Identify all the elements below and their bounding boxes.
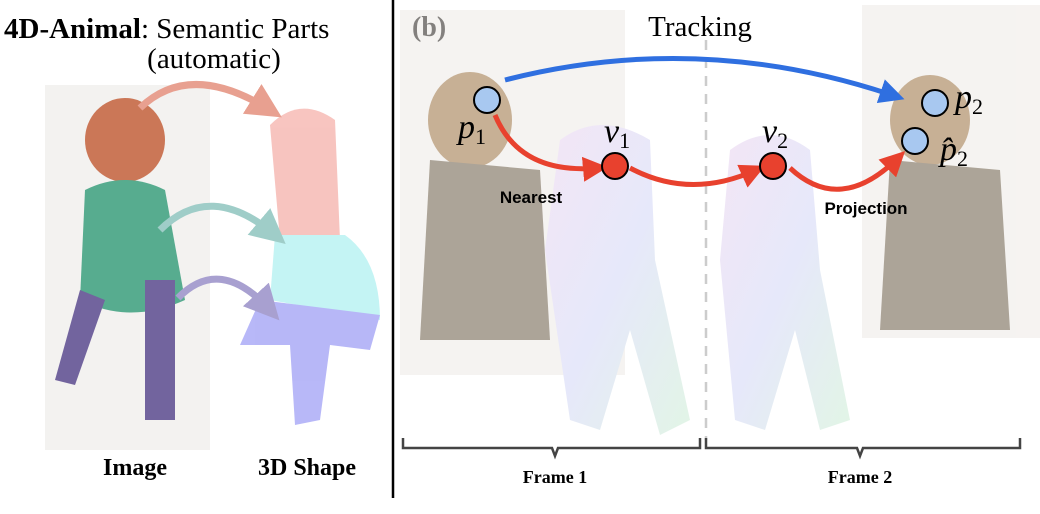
shape-dog [240, 108, 380, 425]
arrow [157, 202, 286, 245]
title-bold: 4D-Animal [4, 13, 141, 45]
point-v1 [601, 152, 629, 180]
correspondence-arrow [628, 164, 766, 188]
symbol: p [456, 109, 475, 146]
title-rest: : Semantic Parts [141, 13, 329, 45]
panel-subtitle: (automatic) [147, 43, 281, 75]
frame1-brace [401, 438, 702, 460]
subscript: 2 [972, 94, 983, 119]
image-dog [45, 85, 210, 450]
nearest-arrow [492, 114, 608, 182]
frame2-image [862, 5, 1040, 338]
shape-label: 3D Shape [258, 455, 356, 481]
frame2-mesh [720, 135, 850, 430]
subscript: 1 [475, 124, 486, 149]
arrow [175, 275, 280, 321]
tracking-arrow [504, 55, 905, 104]
tracking-label: Tracking [648, 11, 752, 43]
label-p2: p2 [953, 79, 983, 119]
subscript: 2 [777, 128, 788, 153]
projection-arrow [788, 150, 906, 192]
image-label: Image [103, 455, 167, 481]
symbol: p [953, 79, 972, 116]
subscript: 2 [957, 146, 968, 171]
label-p2-hat: p̂2 [938, 131, 968, 171]
projection-label: Projection [824, 199, 907, 218]
label-p1: p1 [456, 109, 486, 149]
frame2-brace [704, 438, 1022, 460]
frame2-label: Frame 2 [828, 467, 892, 487]
symbol: v [762, 113, 778, 150]
subscript: 1 [619, 128, 630, 153]
label-v1: v1 [604, 113, 630, 153]
panel-title: 4D-Animal: Semantic Parts [4, 13, 329, 45]
frame1-label: Frame 1 [523, 467, 587, 487]
symbol: p̂ [938, 131, 957, 168]
nearest-label: Nearest [500, 188, 563, 207]
point-p2-hat [901, 127, 929, 155]
point-v2 [759, 152, 787, 180]
point-p2 [921, 89, 949, 117]
frame1-mesh [545, 125, 690, 435]
arrow [137, 81, 282, 118]
symbol: v [604, 113, 620, 150]
point-p1 [473, 86, 501, 114]
label-v2: v2 [762, 113, 788, 153]
